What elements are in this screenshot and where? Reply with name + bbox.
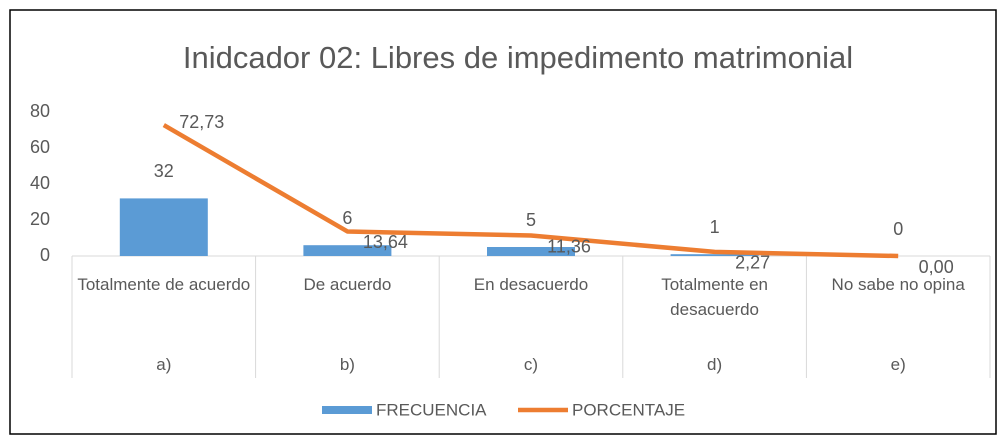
line (162, 123, 899, 259)
legend-swatch (322, 406, 372, 414)
legend-label: PORCENTAJE (572, 400, 685, 419)
y-tick-label: 40 (30, 173, 50, 193)
y-tick-label: 0 (40, 245, 50, 265)
bar (670, 254, 759, 256)
x-group-label: d) (707, 355, 723, 374)
x-tick-label: No sabe no opina (831, 275, 965, 294)
data-label: 0 (893, 219, 903, 239)
data-label: 0,00 (919, 257, 954, 277)
data-label: 72,73 (179, 112, 224, 132)
x-group-label: e) (890, 355, 906, 374)
data-label: 32 (154, 161, 174, 181)
bar (487, 247, 575, 256)
legend-label: FRECUENCIA (376, 400, 487, 419)
y-tick-label: 60 (30, 137, 50, 157)
data-label: 6 (342, 208, 352, 228)
y-tick-label: 20 (30, 209, 50, 229)
x-tick-label: En desacuerdo (473, 275, 589, 294)
data-label: 5 (526, 210, 536, 230)
x-group-label: c) (523, 355, 539, 374)
x-tick-label: Totalmente de acuerdo (77, 275, 251, 294)
data-label: 2,27 (735, 253, 770, 273)
data-label: 11,36 (547, 236, 591, 256)
x-tick-label: De acuerdo (303, 275, 392, 294)
y-tick-label: 80 (30, 101, 50, 121)
x-group-label: a) (156, 355, 172, 374)
data-label: 13,64 (363, 232, 408, 252)
x-tick-label: Totalmente en desacuerdo (661, 275, 768, 319)
chart-title: Inidcador 02: Libres de impedimento matr… (183, 40, 853, 75)
bar (119, 198, 208, 256)
x-group-label: b) (339, 355, 355, 374)
data-label: 1 (710, 217, 720, 237)
bar (303, 245, 392, 256)
